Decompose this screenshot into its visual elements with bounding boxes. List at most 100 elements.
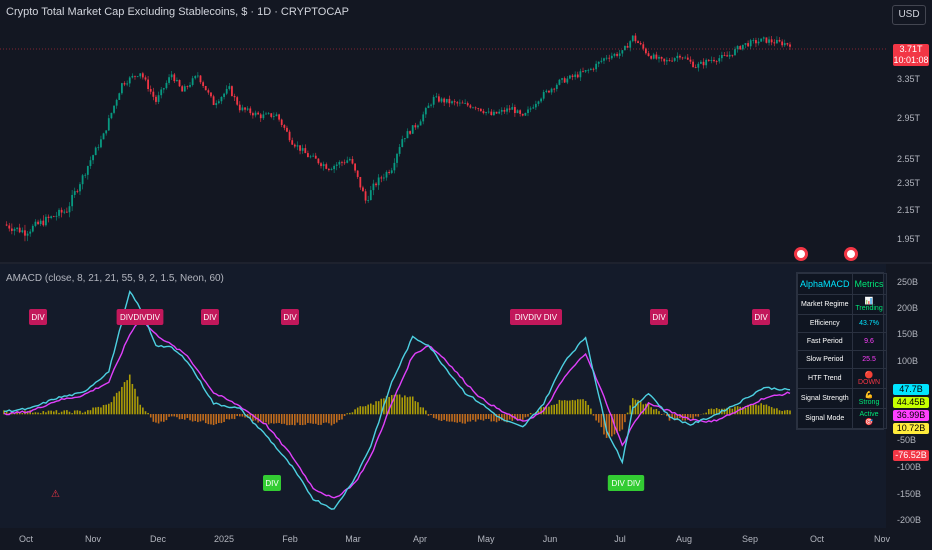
- div-label: DIV: [31, 313, 45, 322]
- histogram-bar: [204, 414, 207, 424]
- candle: [13, 228, 16, 231]
- candle: [652, 54, 655, 59]
- histogram-bar: [328, 414, 330, 424]
- candle: [626, 45, 629, 48]
- candle: [204, 85, 207, 91]
- histogram-bar: [296, 414, 299, 423]
- candle: [707, 59, 710, 61]
- histogram-bar: [744, 407, 747, 415]
- candle: [576, 74, 579, 78]
- candle: [508, 108, 511, 110]
- histogram-bar: [529, 412, 532, 415]
- histogram-bar: [94, 407, 97, 415]
- candle: [367, 200, 370, 201]
- div-label: DIV: [754, 313, 768, 322]
- histogram-bar: [377, 401, 380, 415]
- histogram-bar: [487, 414, 490, 419]
- histogram-bar: [278, 414, 280, 423]
- histogram-bar: [632, 398, 634, 415]
- candle: [537, 101, 540, 104]
- histogram-bar: [726, 407, 728, 415]
- candle: [584, 70, 587, 72]
- histogram-bar: [430, 414, 432, 416]
- candle: [351, 159, 354, 164]
- histogram-bar: [592, 414, 595, 416]
- candle: [79, 184, 81, 192]
- price-axis-tick: 1.95T: [897, 234, 921, 244]
- candle: [702, 61, 705, 66]
- candle: [665, 60, 668, 62]
- candle: [189, 84, 191, 87]
- candle: [317, 158, 320, 164]
- histogram-bar: [576, 399, 579, 415]
- candle: [466, 103, 469, 106]
- candle: [419, 121, 422, 126]
- candle: [645, 48, 647, 54]
- histogram-bar: [372, 404, 375, 415]
- candle: [52, 216, 55, 218]
- histogram-bar: [225, 414, 228, 420]
- histogram-bar: [393, 394, 396, 415]
- histogram-bar: [755, 404, 757, 415]
- candle: [521, 113, 524, 116]
- histogram-bar: [558, 399, 561, 415]
- candle: [770, 39, 773, 43]
- histogram-bar: [349, 412, 351, 415]
- div-marker: [510, 309, 562, 325]
- time-axis-tick: Dec: [150, 534, 167, 544]
- candle: [220, 96, 223, 102]
- histogram-bar: [18, 412, 21, 415]
- candle: [356, 170, 359, 177]
- histogram-bar: [87, 410, 89, 415]
- candle: [456, 102, 459, 104]
- histogram-bar: [419, 407, 422, 415]
- candle: [186, 86, 189, 88]
- histogram-bar: [574, 400, 576, 415]
- candle: [293, 144, 296, 147]
- metrics-value: 9.6: [851, 332, 887, 351]
- candle: [160, 89, 163, 96]
- candle: [215, 103, 218, 105]
- candle: [689, 59, 692, 62]
- histogram-bar: [136, 396, 139, 415]
- histogram-bar: [608, 414, 611, 438]
- histogram-bar: [385, 396, 388, 415]
- candle: [443, 98, 446, 103]
- histogram-bar: [414, 401, 417, 415]
- histogram-bar: [477, 414, 480, 420]
- histogram-bar: [5, 410, 8, 415]
- candle: [741, 44, 744, 50]
- time-axis-tick: Feb: [282, 534, 298, 544]
- histogram-bar: [3, 410, 5, 415]
- time-axis-tick: 2025: [214, 534, 234, 544]
- price-axis-tick: 2.35T: [897, 178, 921, 188]
- candle: [783, 43, 786, 46]
- histogram-bar: [626, 412, 629, 415]
- histogram-bar: [26, 412, 29, 415]
- indicator-title[interactable]: AMACD (close, 8, 21, 21, 55, 9, 2, 1.5, …: [6, 273, 224, 284]
- candle: [776, 39, 778, 44]
- histogram-bar: [721, 408, 723, 415]
- candle: [479, 108, 482, 112]
- last-price-value: 3.71T: [899, 44, 923, 54]
- price-axis-tick: 3.35T: [897, 74, 921, 84]
- histogram-bar: [647, 403, 650, 415]
- histogram-bar: [142, 407, 144, 415]
- candle: [314, 155, 317, 159]
- histogram-bar: [388, 396, 390, 415]
- histogram-bar: [322, 414, 325, 423]
- indicator-axis-tick: 200B: [897, 303, 918, 313]
- candle: [225, 88, 228, 94]
- histogram-bar: [590, 408, 592, 415]
- histogram-bar: [160, 414, 162, 422]
- candle: [68, 206, 71, 213]
- candle: [291, 140, 294, 145]
- histogram-bar: [404, 395, 406, 415]
- currency-button[interactable]: USD: [892, 5, 926, 25]
- metrics-table: AlphaMACD Metrics Market Regime 📊 Trendin…: [796, 272, 887, 430]
- candle: [377, 177, 380, 186]
- histogram-bar: [595, 414, 597, 421]
- candle: [438, 96, 440, 102]
- signal-line: [3, 317, 791, 499]
- candle: [97, 147, 100, 149]
